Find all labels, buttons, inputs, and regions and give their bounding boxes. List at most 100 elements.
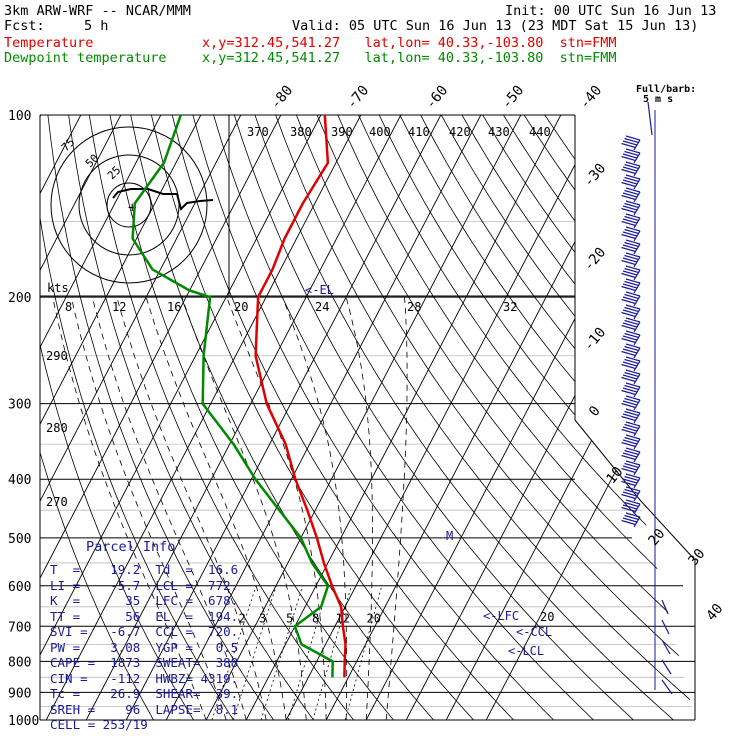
dry-adiabat bbox=[68, 115, 314, 720]
wind-barb bbox=[625, 148, 641, 154]
wind-barb bbox=[661, 659, 672, 675]
wind-barb bbox=[622, 504, 638, 510]
dry-adiabat bbox=[275, 115, 695, 720]
theta-label: 430 bbox=[488, 125, 510, 139]
parcel-row: CAPE = 1873 SWEAT= 388 bbox=[50, 655, 239, 670]
mixing-ratio-label: 2 bbox=[239, 611, 246, 625]
wind-barb bbox=[624, 436, 639, 443]
wind-barb bbox=[625, 421, 641, 427]
parcel-row: SVI = -6.7 CCL = 720. bbox=[50, 624, 239, 639]
wind-barb bbox=[624, 397, 639, 404]
wind-barb bbox=[661, 599, 669, 615]
pressure-label: 1000 bbox=[8, 714, 39, 729]
mixing-ratio-line bbox=[232, 585, 277, 720]
pressure-label: 200 bbox=[8, 291, 31, 306]
wind-barb bbox=[621, 350, 636, 357]
mixing-ratio-line bbox=[312, 585, 352, 720]
dry-adiabat bbox=[378, 115, 695, 720]
parcel-row: T = 19.2 Td = 16.6 bbox=[50, 562, 239, 577]
temperature-tick-label: -80 bbox=[268, 83, 297, 113]
wind-barb bbox=[624, 176, 639, 183]
pressure-label: 900 bbox=[8, 686, 31, 701]
dry-adiabat bbox=[192, 115, 554, 720]
mixing-ratio-label: 20 bbox=[540, 610, 554, 624]
wind-barb bbox=[622, 439, 638, 445]
dry-adiabat bbox=[40, 115, 194, 720]
isotherm bbox=[125, 115, 442, 720]
wind-barb bbox=[625, 161, 641, 167]
forecast-value: 5 h bbox=[84, 18, 109, 34]
wind-barb bbox=[624, 410, 639, 417]
dry-adiabat bbox=[171, 115, 514, 720]
isotherm bbox=[0, 115, 1, 720]
wind-barb bbox=[622, 140, 638, 146]
wind-barb bbox=[625, 265, 641, 271]
parcel-row: CELL = 253/19 bbox=[50, 717, 148, 732]
wind-barb bbox=[625, 187, 641, 193]
wind-barb bbox=[621, 324, 636, 331]
lfc-marker: <-LFC bbox=[483, 609, 519, 623]
wind-barb bbox=[625, 317, 641, 323]
wind-barb bbox=[624, 254, 639, 261]
right-axis-lower bbox=[574, 419, 696, 720]
init-time: Init: 00 UTC Sun 16 Jun 13 bbox=[505, 3, 717, 19]
wind-barb bbox=[621, 259, 636, 266]
wind-barb bbox=[624, 163, 639, 170]
temperature-tick-label: 30 bbox=[685, 546, 708, 569]
temperature-legend: Temperature bbox=[4, 35, 94, 51]
wind-barb bbox=[621, 415, 636, 422]
wind-barb bbox=[625, 395, 641, 401]
wind-barb bbox=[621, 272, 636, 279]
temperature-location: x,y=312.45,541.27 lat,lon= 40.33,-103.80… bbox=[202, 35, 617, 51]
wind-barb bbox=[622, 452, 638, 458]
temperature-tick-label: -40 bbox=[577, 83, 606, 113]
wind-barb bbox=[625, 226, 641, 232]
wind-barb bbox=[622, 335, 638, 341]
wind-barb bbox=[624, 267, 639, 274]
wind-barb bbox=[621, 441, 636, 448]
wind-barb bbox=[625, 512, 641, 518]
parcel-row: SREH = 96 LAPSE= 8.1 bbox=[50, 701, 239, 717]
wind-barb bbox=[624, 215, 639, 222]
dry-adiabat bbox=[337, 115, 695, 720]
wind-barb bbox=[624, 228, 639, 235]
hodograph-trace bbox=[112, 188, 214, 211]
mixing-ratio-line bbox=[211, 585, 257, 720]
isotherm bbox=[445, 115, 695, 720]
parcel-row: PW = 3.08 YGP = 0.5 bbox=[50, 639, 239, 655]
isotherm bbox=[40, 115, 122, 720]
pressure-label: 800 bbox=[8, 655, 31, 670]
isotherm bbox=[325, 115, 642, 720]
isotherm bbox=[85, 115, 402, 720]
wind-barb bbox=[622, 218, 638, 224]
mixing-ratio-label: 20 bbox=[366, 611, 380, 625]
wind-barb bbox=[621, 142, 636, 149]
dry-adiabat bbox=[151, 115, 474, 720]
dry-adiabat bbox=[213, 115, 594, 720]
speed-scale-label: 12 bbox=[112, 300, 126, 314]
ccl-marker: <-CCL bbox=[516, 625, 552, 639]
parcel-row: TT = 56 EL = 194. bbox=[50, 608, 239, 624]
theta-label: 380 bbox=[290, 125, 312, 139]
temperature-tick-label: 0 bbox=[586, 403, 604, 420]
wind-barb bbox=[622, 478, 638, 484]
hodograph-ring-label: 25 bbox=[105, 164, 124, 183]
wind-barb bbox=[622, 309, 638, 315]
temperature-tick-label: -60 bbox=[423, 83, 452, 113]
pressure-label: 400 bbox=[8, 473, 31, 488]
wind-barb bbox=[625, 330, 641, 336]
dewpoint-profile bbox=[131, 114, 334, 678]
moist-adiabat bbox=[91, 297, 247, 720]
wind-barb bbox=[622, 374, 638, 380]
wind-barb bbox=[625, 499, 641, 505]
isotherm bbox=[40, 115, 282, 720]
theta-label: 290 bbox=[46, 349, 68, 363]
wind-barb bbox=[625, 252, 641, 258]
wind-barb bbox=[621, 467, 636, 474]
wind-barb bbox=[621, 220, 636, 227]
parcel-row: Tc = 26.9 SHEAR= 39. bbox=[50, 686, 239, 701]
pressure-label: 700 bbox=[8, 620, 31, 635]
parcel-info-title: Parcel Info bbox=[86, 539, 176, 555]
wind-barb bbox=[622, 296, 638, 302]
wind-barb bbox=[625, 369, 641, 375]
